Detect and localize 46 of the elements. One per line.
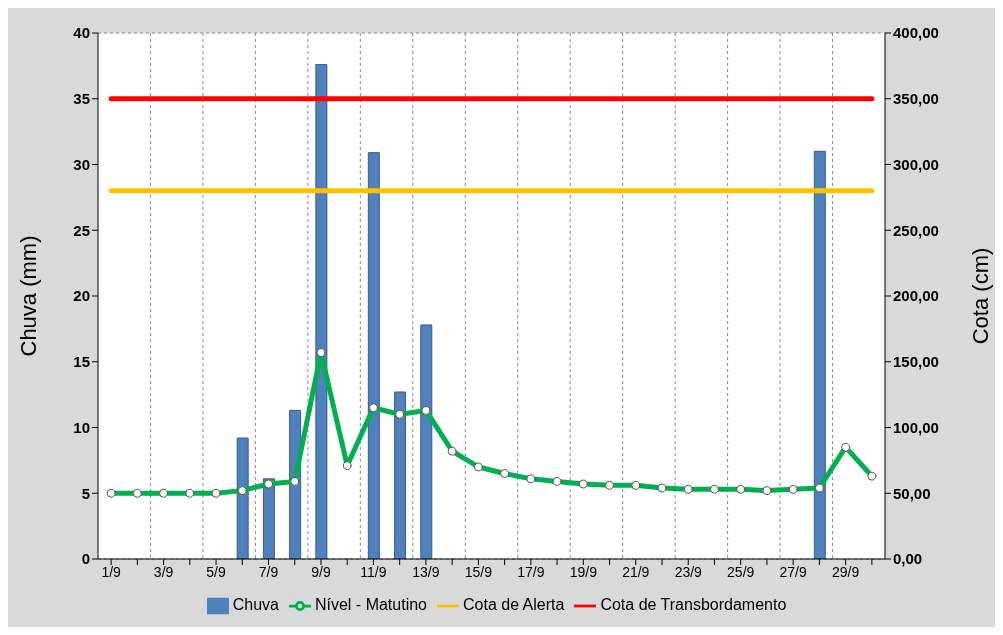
x-tick-label: 17/9 xyxy=(517,563,545,580)
x-tick-label: 19/9 xyxy=(569,563,598,580)
x-tick-label: 15/9 xyxy=(464,563,493,580)
x-tick-label: 27/9 xyxy=(779,563,808,580)
y-tick-label: 5 xyxy=(81,484,90,502)
x-tick-label: 1/9 xyxy=(101,563,122,580)
bar xyxy=(367,152,380,559)
legend-label: Cota de Transbordamento xyxy=(600,596,787,614)
y2-tick-label: 150,00 xyxy=(893,353,939,371)
x-tick-label: 25/9 xyxy=(727,563,755,580)
x-tick-label: 5/9 xyxy=(206,563,226,580)
bar xyxy=(236,437,249,559)
legend-label: Nível - Matutino xyxy=(314,596,427,614)
y2-tick-label: 100,00 xyxy=(893,418,939,436)
x-tick-label: 11/9 xyxy=(360,563,387,580)
y2-tick-label: 200,00 xyxy=(893,287,939,305)
y-tick-label: 25 xyxy=(73,221,90,239)
y-tick-label: 20 xyxy=(73,287,90,305)
bar xyxy=(420,324,433,559)
x-tick-label: 29/9 xyxy=(832,563,860,580)
bar xyxy=(262,478,275,559)
bar xyxy=(315,64,328,559)
bar xyxy=(813,150,826,559)
legend-label: Chuva xyxy=(232,596,279,614)
y-tick-label: 0 xyxy=(81,550,90,568)
bar xyxy=(394,391,407,559)
y2-tick-label: 300,00 xyxy=(893,155,939,173)
x-tick-label: 21/9 xyxy=(622,563,650,580)
y-tick-label: 40 xyxy=(73,24,90,42)
x-tick-label: 13/9 xyxy=(412,563,440,580)
y-tick-label: 30 xyxy=(73,155,90,173)
y2-tick-label: 250,00 xyxy=(893,221,939,239)
y2-tick-label: 0,00 xyxy=(893,550,923,568)
y2-tick-label: 350,00 xyxy=(893,90,939,108)
y2-axis-title: Cota (cm) xyxy=(967,247,993,345)
legend-label: Cota de Alerta xyxy=(463,596,565,614)
y-tick-label: 10 xyxy=(73,418,90,436)
y2-tick-label: 50,00 xyxy=(893,484,931,502)
y2-tick-label: 400,00 xyxy=(893,24,939,42)
x-tick-label: 3/9 xyxy=(153,563,174,580)
y-tick-label: 35 xyxy=(73,90,90,108)
y-tick-label: 15 xyxy=(73,353,90,371)
x-tick-label: 9/9 xyxy=(311,563,331,580)
x-tick-label: 23/9 xyxy=(674,563,703,580)
y-axis-title: Chuva (mm) xyxy=(15,235,41,357)
x-tick-label: 7/9 xyxy=(258,563,279,580)
